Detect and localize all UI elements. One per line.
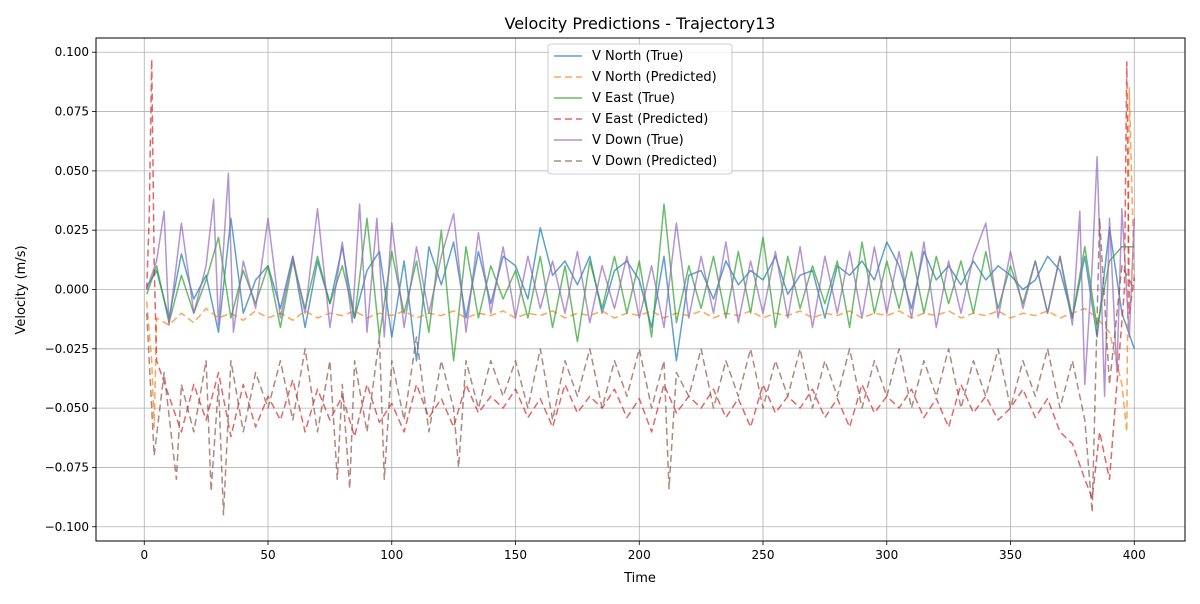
y-tick-label: 0.100 [55, 45, 89, 59]
y-tick-label: 0.075 [55, 105, 89, 119]
x-tick-label: 100 [380, 548, 403, 562]
x-tick-label: 0 [140, 548, 148, 562]
legend-label: V Down (Predicted) [592, 154, 717, 169]
grid [96, 38, 1185, 541]
series-line-2 [145, 87, 1136, 433]
y-tick-label: 0.050 [55, 164, 89, 178]
x-tick-label: 200 [628, 548, 651, 562]
series-line-1 [146, 217, 1136, 362]
legend-label: V East (True) [592, 91, 675, 106]
series-line-3 [145, 203, 1135, 362]
x-axis-label: Time [623, 571, 656, 586]
legend-label: V East (Predicted) [592, 112, 708, 127]
chart-title: Velocity Predictions - Trajectory13 [505, 14, 776, 33]
legend-label: V North (True) [592, 49, 683, 64]
legend: V North (True) V North (Predicted) V East … [547, 43, 733, 175]
x-tick-label: 150 [504, 548, 527, 562]
legend-box [547, 43, 733, 175]
y-tick-label: −0.075 [45, 460, 89, 474]
y-tick-label: −0.025 [45, 342, 89, 356]
y-tick-label: −0.050 [45, 401, 89, 415]
x-tick-label: 50 [260, 548, 275, 562]
legend-label: V North (Predicted) [592, 70, 717, 85]
y-tick-label: 0.000 [55, 283, 89, 297]
x-tick-label: 300 [875, 548, 898, 562]
series-line-6 [145, 217, 1135, 516]
y-axis-label: Velocity (m/s) [14, 245, 29, 334]
x-tick-label: 350 [999, 548, 1022, 562]
y-axis-ticks: −0.100 −0.075 −0.050 −0.025 0.000 0.025 0.050 0… [45, 45, 96, 534]
y-tick-label: −0.100 [45, 520, 89, 534]
x-axis-ticks: 0 50 100 150 200 250 300 350 400 [140, 541, 1146, 562]
x-tick-label: 250 [752, 548, 775, 562]
y-tick-label: 0.025 [55, 223, 89, 237]
series-lines [145, 58, 1136, 516]
series-line-5 [145, 155, 1136, 398]
x-tick-label: 400 [1123, 548, 1146, 562]
legend-label: V Down (True) [592, 133, 684, 148]
